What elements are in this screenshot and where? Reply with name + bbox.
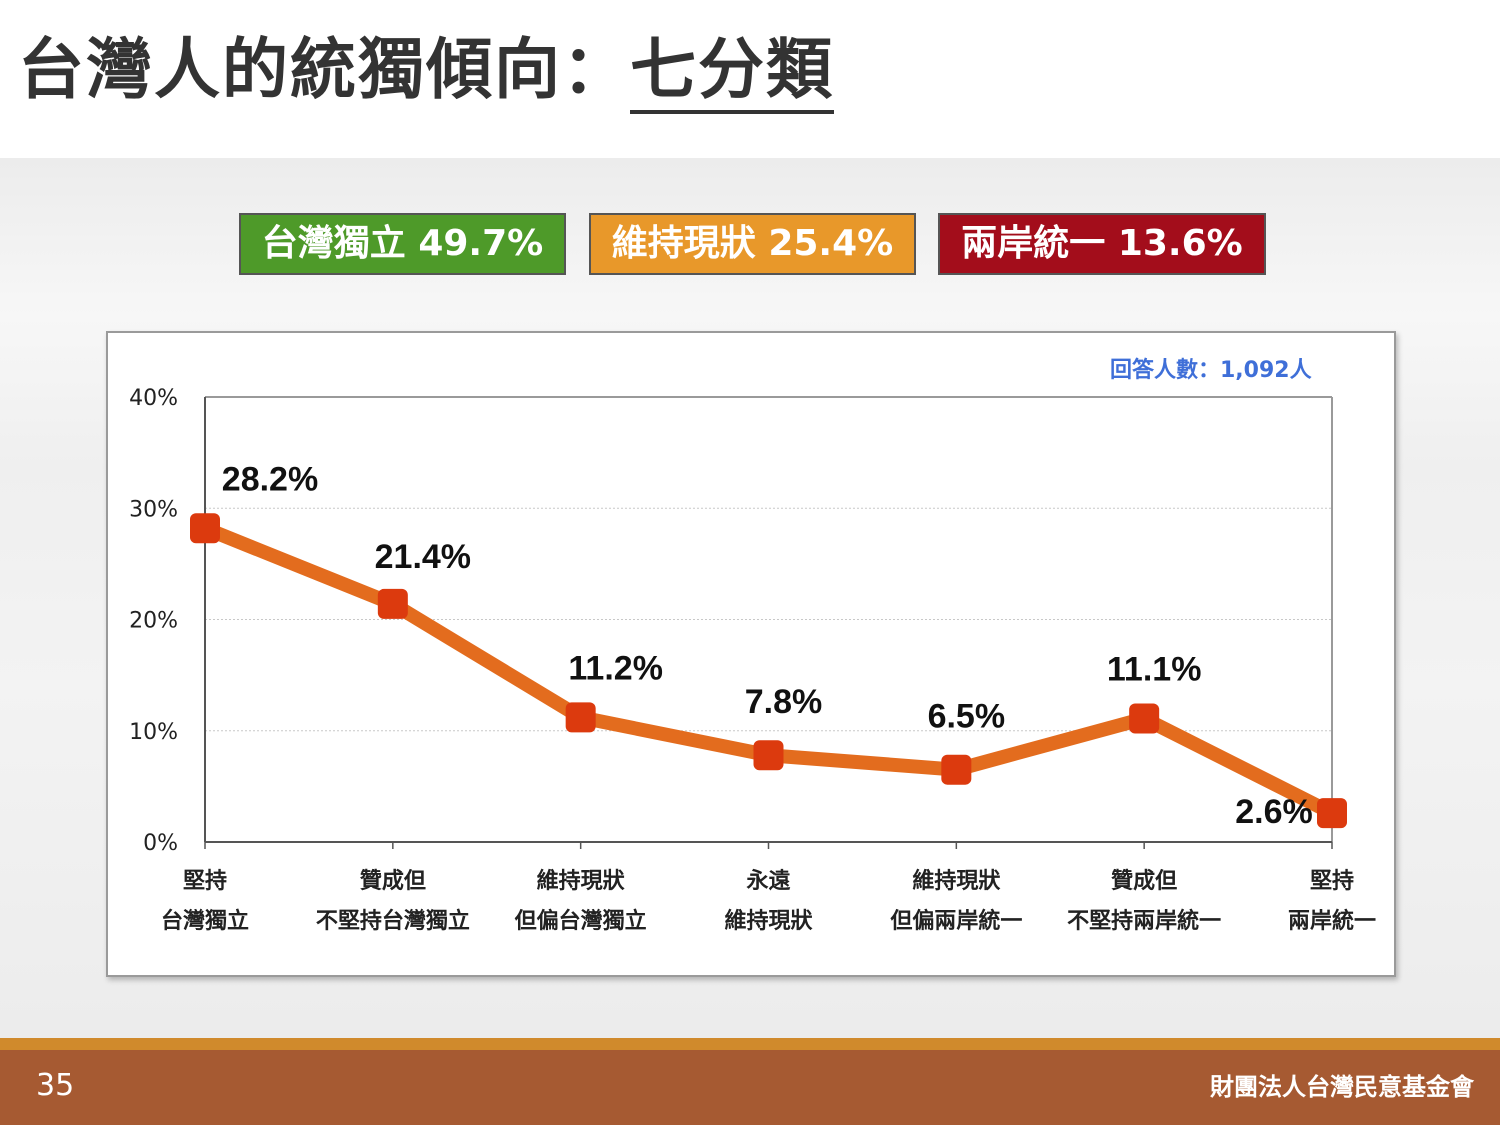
data-label: 2.6% bbox=[1235, 793, 1313, 831]
data-point-marker bbox=[190, 513, 220, 544]
x-category-label: 不堅持台灣獨立 bbox=[316, 908, 470, 934]
data-point-marker bbox=[941, 754, 972, 785]
page-number: 35 bbox=[36, 1068, 75, 1103]
x-category-label: 但偏台灣獨立 bbox=[515, 908, 647, 934]
title-main: 台灣人的統獨傾向： bbox=[18, 31, 630, 108]
x-category-label: 堅持 bbox=[183, 869, 227, 894]
x-category-label: 但偏兩岸統一 bbox=[890, 908, 1022, 934]
y-tick-label: 40% bbox=[129, 386, 178, 411]
y-tick-label: 0% bbox=[143, 831, 178, 856]
badge-status-quo: 維持現狀 25.4% bbox=[589, 213, 916, 275]
x-category-label: 永遠 bbox=[746, 868, 790, 894]
x-category-label: 不堅持兩岸統一 bbox=[1067, 908, 1221, 934]
data-point-marker bbox=[377, 588, 408, 619]
chart-frame bbox=[106, 331, 1396, 977]
x-category-label: 維持現狀 bbox=[912, 868, 1001, 894]
x-category-label: 維持現狀 bbox=[537, 868, 626, 894]
data-point-marker bbox=[1129, 703, 1160, 734]
data-point-marker bbox=[1317, 798, 1347, 829]
x-category-label: 維持現狀 bbox=[724, 908, 813, 934]
title-underlined: 七分類 bbox=[630, 31, 834, 114]
y-tick-label: 10% bbox=[129, 720, 178, 745]
footer-bar bbox=[0, 1050, 1500, 1125]
x-category-label: 台灣獨立 bbox=[161, 908, 249, 934]
data-point-marker bbox=[565, 702, 596, 733]
data-label: 11.2% bbox=[568, 649, 663, 687]
page-title: 台灣人的統獨傾向：七分類 bbox=[18, 30, 834, 114]
sample-size-note: 回答人數：1,092人 bbox=[1110, 358, 1312, 383]
data-label: 11.1% bbox=[1107, 651, 1202, 689]
title-bar: 台灣人的統獨傾向：七分類 bbox=[0, 0, 1500, 158]
footer-accent-line bbox=[0, 1038, 1500, 1050]
x-category-label: 堅持 bbox=[1310, 869, 1354, 894]
badge-unification: 兩岸統一 13.6% bbox=[938, 213, 1266, 275]
data-label: 6.5% bbox=[928, 698, 1006, 736]
data-label: 28.2% bbox=[222, 460, 318, 498]
x-category-label: 贊成但 bbox=[1111, 869, 1177, 894]
data-label: 21.4% bbox=[375, 538, 471, 576]
y-tick-label: 20% bbox=[129, 609, 178, 634]
data-label: 7.8% bbox=[745, 683, 823, 721]
organization-name: 財團法人台灣民意基金會 bbox=[1210, 1073, 1474, 1101]
x-category-label: 兩岸統一 bbox=[1288, 908, 1376, 934]
x-category-label: 贊成但 bbox=[360, 869, 426, 894]
data-point-marker bbox=[753, 740, 784, 771]
y-tick-label: 30% bbox=[129, 497, 178, 522]
badge-independence: 台灣獨立 49.7% bbox=[239, 213, 566, 275]
